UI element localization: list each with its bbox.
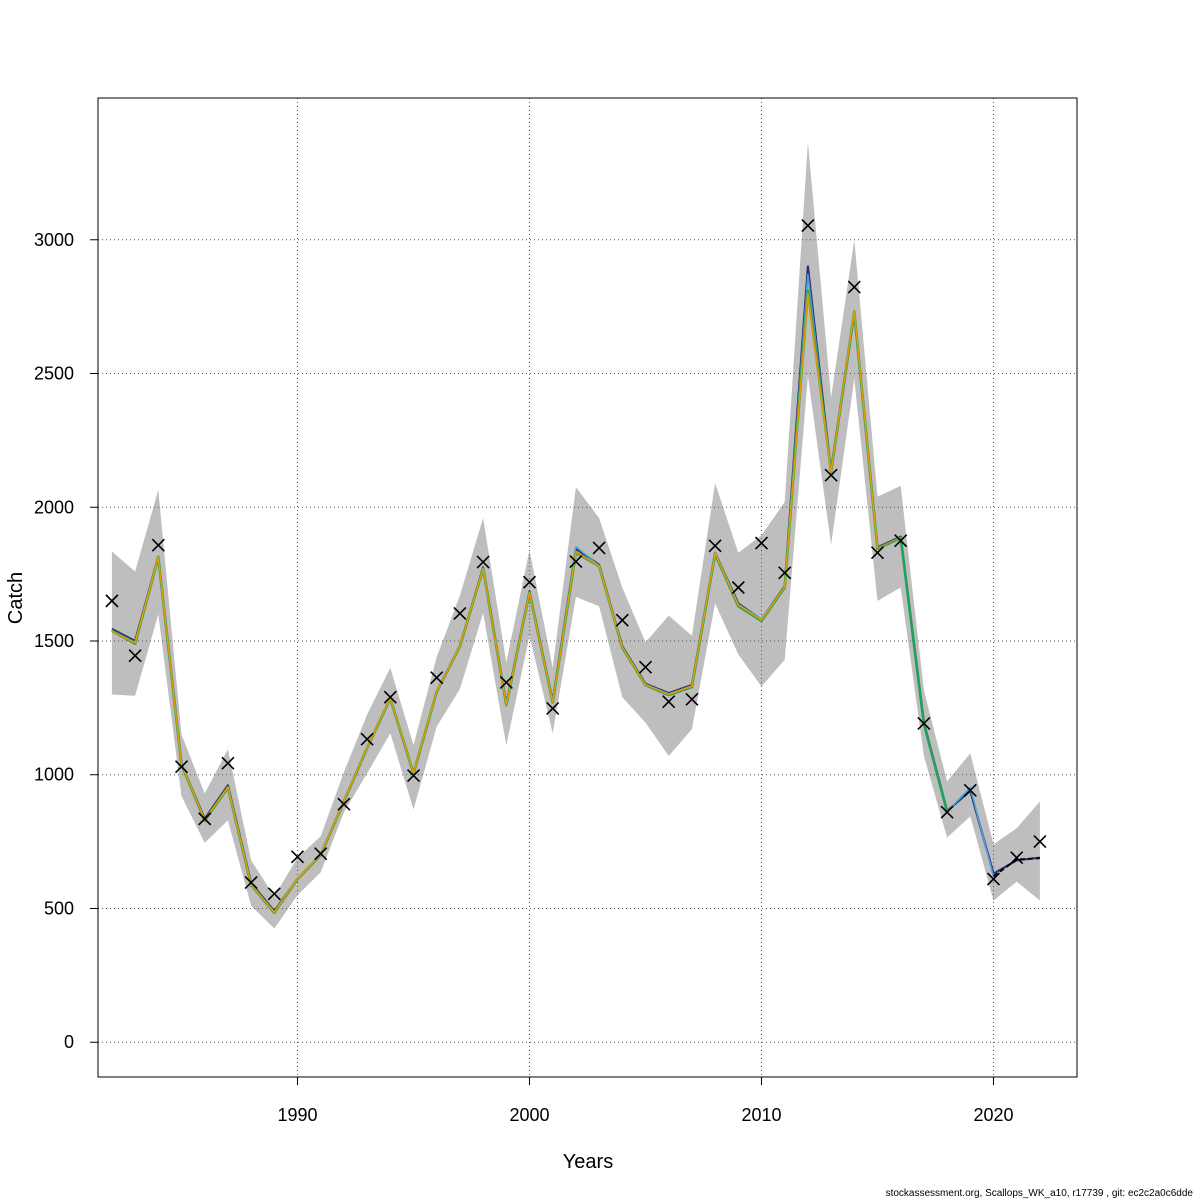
observed-point <box>337 797 351 811</box>
series-layer <box>111 265 1041 915</box>
observed-point <box>105 594 119 608</box>
observed-point <box>801 219 815 233</box>
observed-point <box>870 546 885 560</box>
observed-point <box>940 805 954 819</box>
projection-line <box>992 857 1040 878</box>
observed-point <box>453 606 467 621</box>
observed-point <box>731 580 745 595</box>
y-axis: 0 500 1000 1500 2000 2500 3000 <box>34 230 99 1052</box>
observed-point <box>986 872 1001 886</box>
observed-point <box>360 732 374 746</box>
confidence-band <box>111 142 1040 929</box>
y-tick-label: 1000 <box>34 765 74 785</box>
observed-point <box>221 756 235 770</box>
x-tick-label: 2010 <box>741 1105 781 1125</box>
observed-point <box>847 280 861 294</box>
observed-point <box>1010 851 1024 865</box>
observed-points-layer <box>105 219 1047 901</box>
x-tick-label: 2000 <box>509 1105 549 1125</box>
y-tick-label: 0 <box>64 1032 74 1052</box>
footer-credit: stockassessment.org, Scallops_WK_a10, r1… <box>886 1188 1194 1199</box>
observed-point <box>824 468 838 482</box>
y-tick-label: 500 <box>44 898 74 918</box>
observed-point <box>244 875 258 890</box>
x-axis-label: Years <box>563 1151 613 1173</box>
x-tick-label: 1990 <box>277 1105 317 1125</box>
observed-point <box>754 536 769 550</box>
series-line-5 <box>111 294 879 913</box>
observed-point <box>546 701 560 715</box>
observed-point <box>499 675 513 690</box>
y-tick-label: 3000 <box>34 230 74 250</box>
observed-point <box>592 541 606 555</box>
confidence-band-layer <box>111 142 1040 929</box>
observed-point <box>894 534 908 548</box>
y-tick-label: 2000 <box>34 497 74 517</box>
observed-point <box>174 760 189 774</box>
observed-point <box>198 812 212 826</box>
observed-point <box>406 768 421 783</box>
observed-point <box>662 695 676 709</box>
observed-point <box>917 716 931 730</box>
y-axis-label: Catch <box>5 572 27 624</box>
observed-point <box>476 555 490 569</box>
observed-point <box>569 554 583 569</box>
y-tick-label: 1500 <box>34 631 74 651</box>
observed-point <box>638 660 653 674</box>
observed-point <box>778 566 792 580</box>
y-tick-label: 2500 <box>34 364 74 384</box>
observed-point <box>267 887 281 901</box>
observed-point <box>963 783 977 797</box>
observed-point <box>615 613 629 627</box>
observed-point <box>1033 835 1047 849</box>
observed-point <box>290 850 305 864</box>
x-tick-label: 2020 <box>973 1105 1013 1125</box>
observed-point <box>151 538 165 552</box>
observed-point <box>314 847 328 861</box>
observed-point <box>708 539 722 553</box>
observed-point <box>383 690 397 704</box>
observed-point <box>522 575 537 589</box>
x-axis: 1990 2000 2010 2020 <box>277 1076 1014 1125</box>
observed-point <box>430 671 444 685</box>
observed-point <box>685 692 699 706</box>
observed-point <box>128 649 142 663</box>
